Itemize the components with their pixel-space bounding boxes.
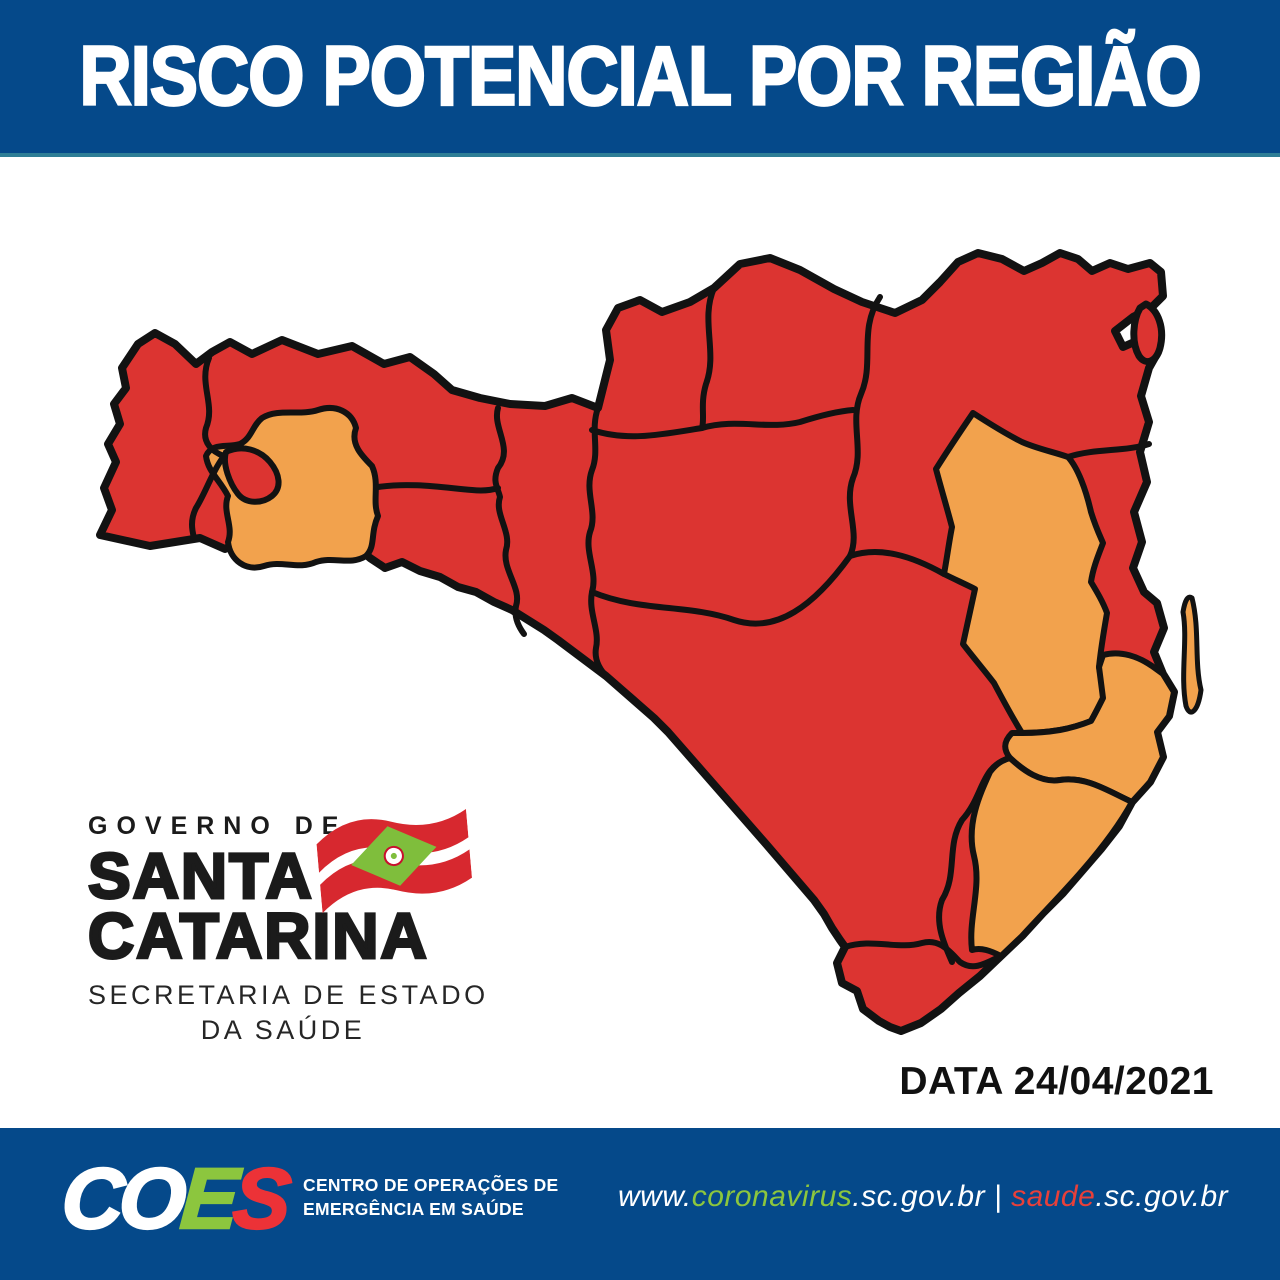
gov-logo-line-governo-de: GOVERNO DE (88, 812, 348, 840)
government-logo: GOVERNO DE SANTA CATARINA SECRETARIA DE … (87, 812, 508, 1046)
footer-url-segment: .sc.gov.br (1095, 1180, 1229, 1213)
gov-logo-line-catarina: CATARINA (87, 899, 429, 972)
coes-org-name-line2: EMERGÊNCIA EM SAÚDE (303, 1198, 524, 1219)
coes-letter: S (229, 1150, 291, 1249)
map-region-northeast-island (1130, 300, 1166, 365)
page-title: RISCO POTENCIAL POR REGIÃO (78, 28, 1203, 124)
map-region-coast-lower-orange (968, 755, 1135, 959)
map-region-state-base (96, 249, 1178, 1035)
footer-url-segment: coronavirus (691, 1180, 853, 1213)
coes-org-name-line1: CENTRO DE OPERAÇÕES DE (303, 1175, 559, 1195)
footer-url-segment: www. (618, 1180, 692, 1213)
map-region-west-lobe (222, 445, 282, 505)
footer-url-segment: .sc.gov.br (852, 1180, 986, 1213)
footer-banner: COES CENTRO DE OPERAÇÕES DE EMERGÊNCIA E… (0, 1128, 1280, 1280)
map-region-island-sliver (1180, 594, 1204, 715)
date-label: DATA 24/04/2021 (899, 1060, 1214, 1103)
coes-logo: COES (57, 1150, 291, 1249)
gov-logo-line-santa: SANTA (87, 840, 314, 912)
footer-url-segment: saude (1011, 1180, 1096, 1213)
coes-letter: O (115, 1150, 186, 1249)
footer-urls: www.coronavirus.sc.gov.br | saude.sc.gov… (618, 1180, 1228, 1214)
gov-logo-line-secretaria: SECRETARIA DE ESTADO (88, 980, 489, 1011)
gov-logo-line-saude: DA SAÚDE (200, 1015, 366, 1046)
map-internal-borders (189, 285, 1152, 970)
santa-catarina-flag-icon (314, 800, 474, 917)
coes-org-name: CENTRO DE OPERAÇÕES DE EMERGÊNCIA EM SAÚ… (303, 1174, 559, 1221)
coes-letter: C (57, 1150, 123, 1249)
header-banner: RISCO POTENCIAL POR REGIÃO (0, 0, 1280, 157)
footer-url-segment: | (985, 1180, 1012, 1213)
coes-letter: E (176, 1150, 238, 1249)
